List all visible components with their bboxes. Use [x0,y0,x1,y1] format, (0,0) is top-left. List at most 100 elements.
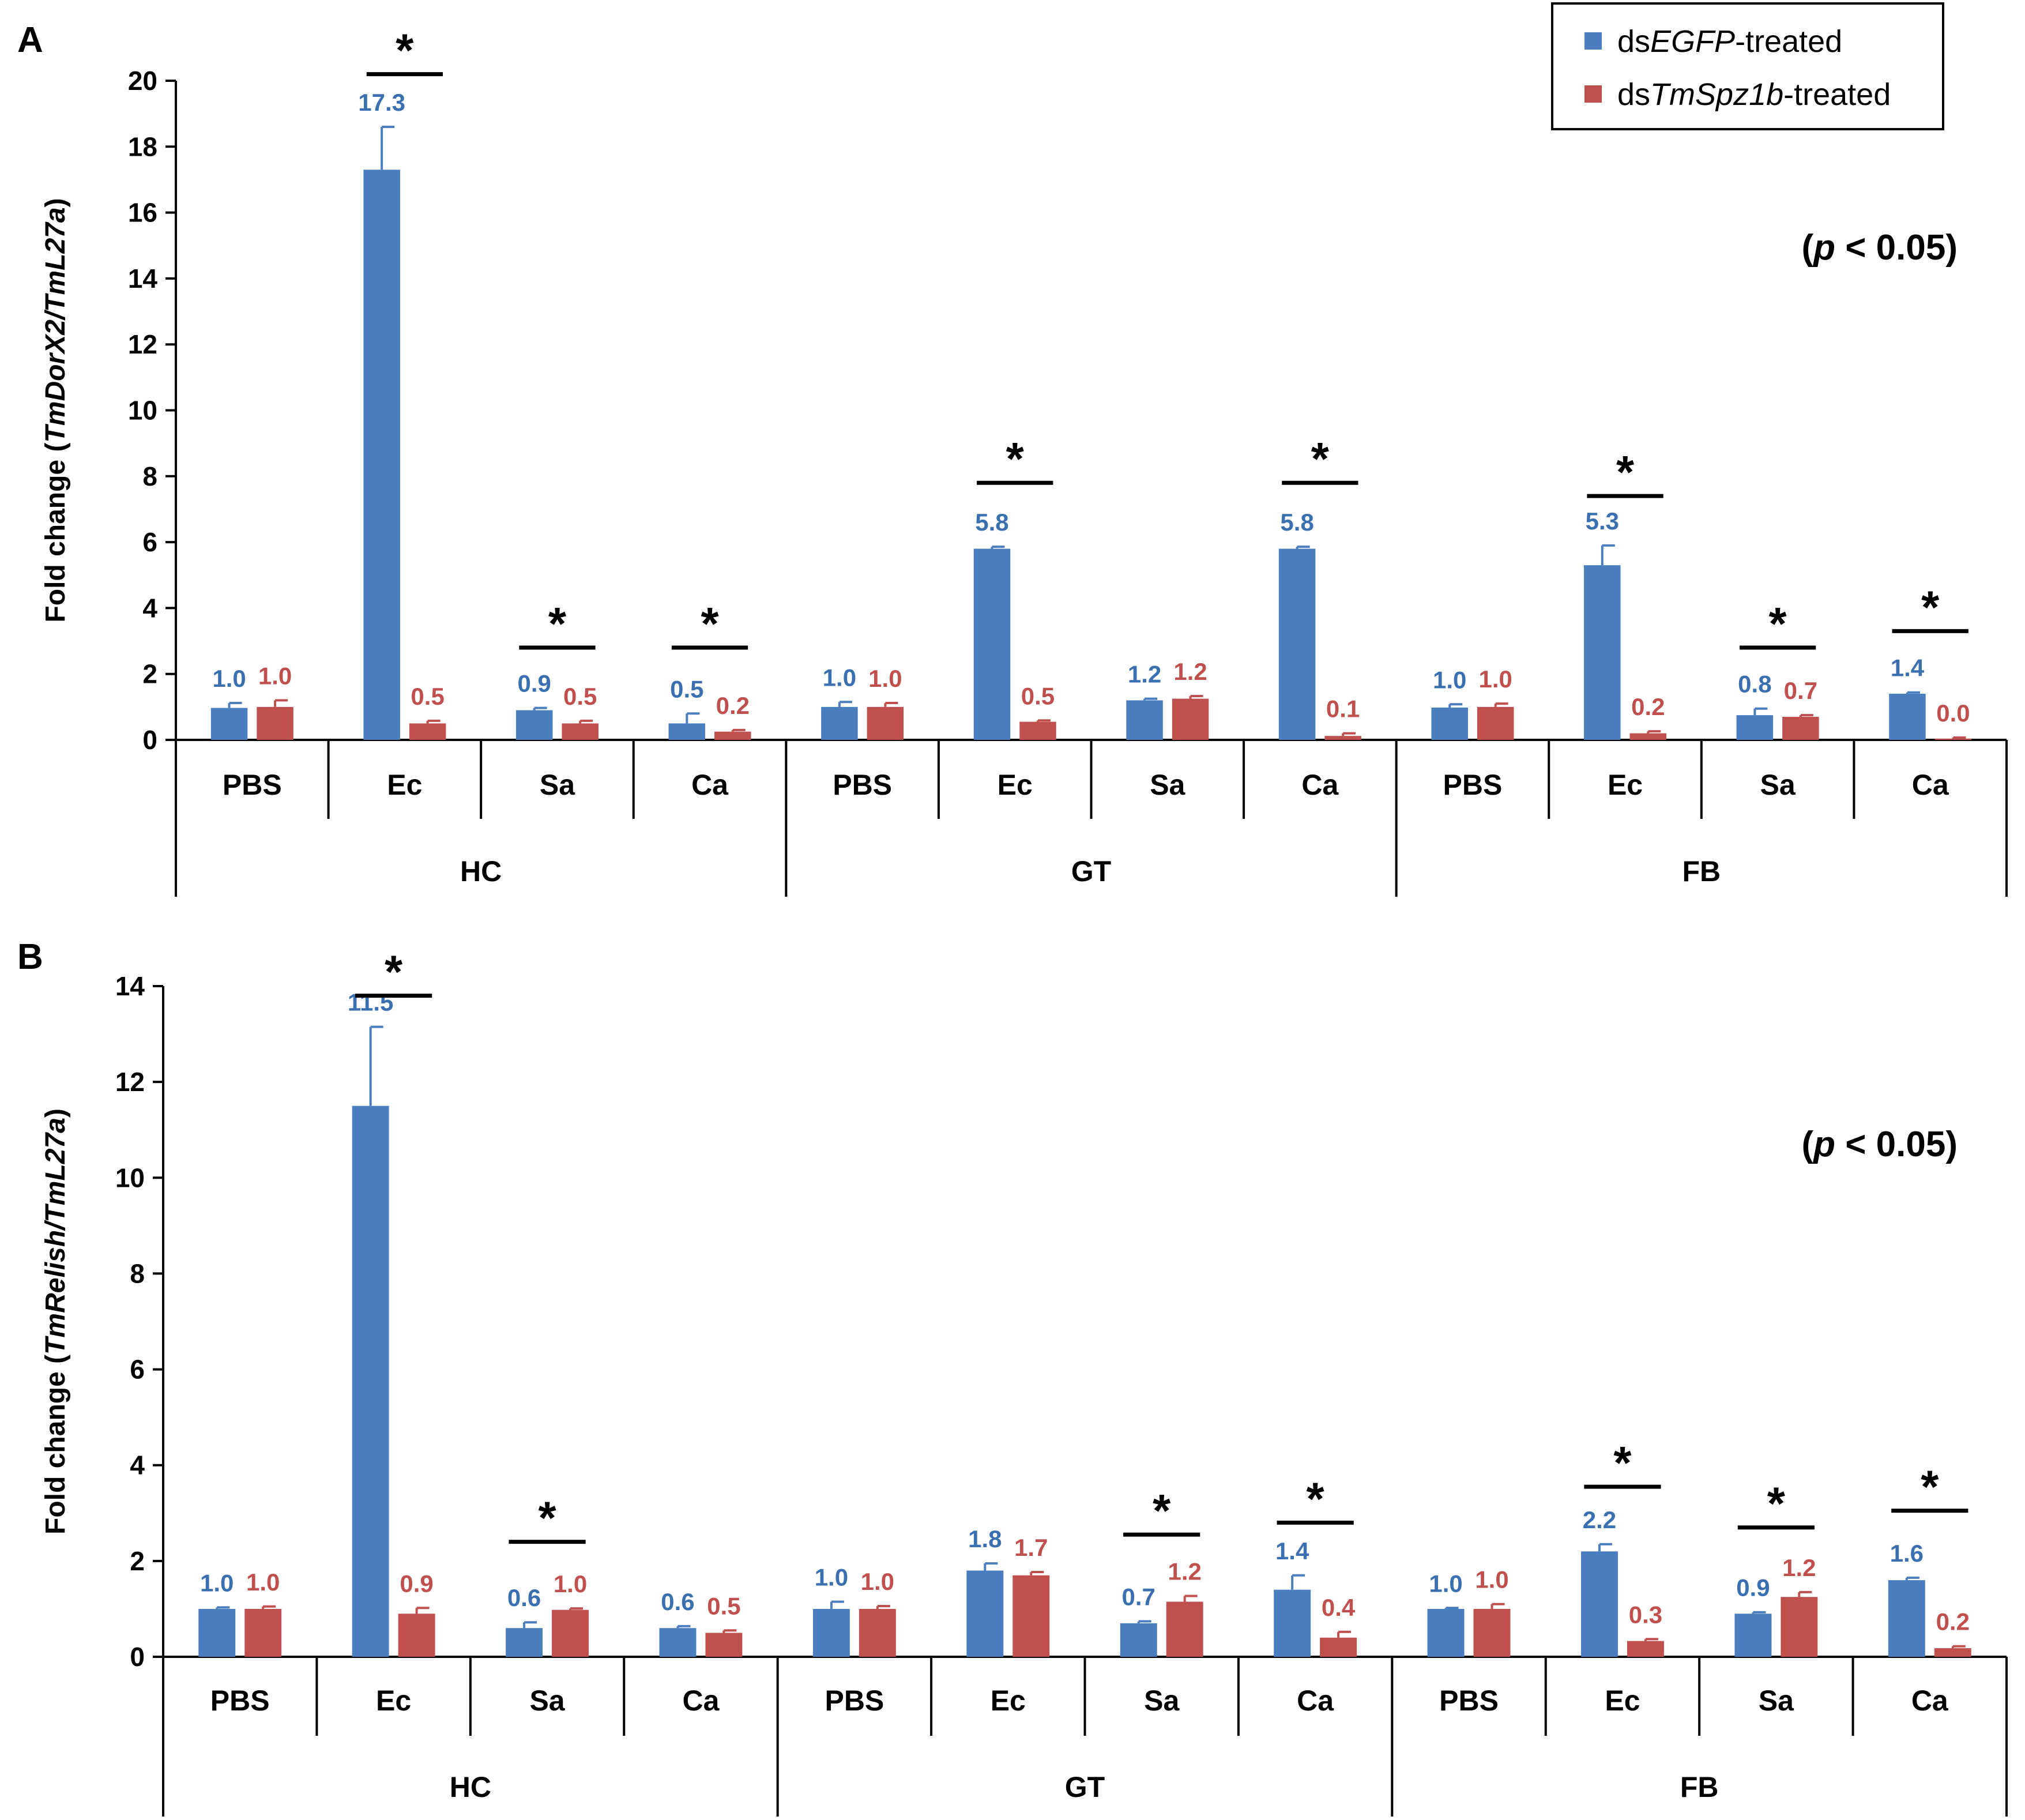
y-tick-label: 8 [142,461,157,491]
category-label: PBS [825,1684,884,1717]
value-label-egfp: 0.9 [1736,1574,1770,1601]
category-label: Sa [1144,1684,1180,1717]
y-tick-label: 12 [128,329,157,359]
category-label: Ca [1297,1684,1334,1717]
value-label-spz: 0.5 [563,683,597,710]
bar-egfp [1278,548,1316,740]
significance-star: * [1921,581,1940,633]
bar-spz [1781,1597,1818,1657]
bar-egfp [659,1628,697,1657]
category-label: Ca [1301,769,1339,801]
bar-spz [705,1633,743,1657]
bar-spz [1934,1648,1971,1657]
category-label: Ec [387,769,422,801]
y-axis-label: Fold change (TmDorX2/TmL27a) [40,198,71,622]
category-label: Ca [691,769,729,801]
bar-spz [1172,698,1209,740]
value-label-egfp: 1.0 [200,1569,234,1596]
legend-label-spz: dsTmSpz1b-treated [1617,77,1891,112]
value-label-spz: 1.0 [868,665,902,692]
bar-spz [562,723,599,740]
value-label-egfp: 1.0 [823,664,856,691]
category-label: Sa [1759,1684,1794,1717]
category-label: Sa [540,769,575,801]
value-label-spz: 0.3 [1629,1601,1662,1628]
value-label-spz: 1.0 [246,1569,280,1596]
bar-egfp [1736,715,1774,740]
bar-spz [1320,1637,1357,1657]
bar-egfp [363,170,400,740]
legend-swatch-egfp [1584,32,1602,50]
bar-egfp [966,1570,1004,1657]
value-label-spz: 1.0 [554,1570,587,1597]
value-label-spz: 1.0 [861,1568,894,1595]
value-label-spz: 1.2 [1168,1558,1201,1585]
value-label-spz: 0.0 [1936,700,1970,727]
category-label: Ca [1912,769,1949,801]
group-label: GT [1065,1771,1105,1803]
bar-egfp [1120,1623,1157,1657]
value-label-spz: 0.1 [1326,695,1360,723]
legend: dsEGFP-treated dsTmSpz1b-treated [1551,2,1944,130]
category-label: PBS [833,769,892,801]
y-tick-label: 0 [142,725,157,755]
bar-egfp [1734,1614,1772,1657]
category-label: PBS [1439,1684,1499,1717]
p-value-annotation: (p < 0.05) [1801,1125,1958,1164]
bar-spz [1934,738,1972,740]
group-label: HC [450,1771,491,1803]
value-label-spz: 1.0 [258,662,292,689]
category-label: Ec [1605,1684,1640,1717]
significance-star: * [1921,1461,1939,1513]
value-label-egfp: 1.0 [815,1563,848,1590]
category-label: Ca [682,1684,720,1717]
y-tick-label: 10 [128,396,157,426]
group-label: FB [1683,855,1721,888]
category-label: Ec [998,769,1033,801]
value-label-egfp: 1.4 [1891,655,1925,682]
value-label-spz: 0.2 [1631,693,1665,720]
value-label-egfp: 1.0 [212,665,246,692]
significance-star: * [548,598,567,649]
value-label-spz: 0.2 [1936,1608,1970,1635]
bar-spz [398,1614,435,1657]
legend-box [1551,2,1944,130]
value-label-spz: 1.0 [1479,665,1512,693]
value-label-egfp: 1.6 [1890,1540,1924,1567]
value-label-egfp: 0.8 [1738,671,1771,698]
significance-star: * [1311,433,1330,484]
bar-egfp [1584,565,1621,740]
significance-star: * [1613,1437,1632,1488]
y-tick-label: 12 [115,1067,145,1097]
value-label-spz: 0.4 [1322,1594,1356,1621]
bar-spz [1782,716,1819,740]
category-label: PBS [223,769,282,801]
panel-a: A 0 2 4 6 8 10 12 14 16 18 20 Fold change (TmDorX2/T… [17,20,2008,897]
bar-spz [1012,1575,1050,1657]
p-value-annotation: (p < 0.05) [1801,228,1958,268]
significance-star: * [1769,598,1787,649]
y-tick-label: 14 [115,971,145,1001]
value-label-egfp: 1.0 [1429,1570,1462,1597]
bar-spz [1166,1601,1203,1657]
legend-label-egfp: dsEGFP-treated [1617,24,1842,59]
significance-star: * [1616,446,1635,498]
bar-egfp [1889,693,1926,740]
value-label-spz: 0.2 [716,692,750,719]
group-label: GT [1071,855,1111,888]
bar-spz [1477,706,1514,740]
value-label-egfp: 0.6 [507,1584,541,1611]
panel-letter: A [17,20,43,60]
panel-b: B 0 2 4 6 8 10 12 14 Fold change (TmRelish/TmL27a… [17,937,2008,1817]
value-label-egfp: 0.5 [670,675,703,702]
group-label: FB [1680,1771,1719,1803]
value-label-egfp: 5.8 [975,509,1008,536]
y-tick-label: 2 [130,1546,145,1576]
y-tick-label: 16 [128,198,157,228]
category-label: Ec [376,1684,411,1717]
bar-egfp [1274,1589,1311,1657]
significance-star: * [1767,1478,1786,1529]
value-label-spz: 0.5 [1021,682,1055,709]
significance-star: * [1307,1473,1325,1524]
bar-egfp [1431,707,1468,740]
